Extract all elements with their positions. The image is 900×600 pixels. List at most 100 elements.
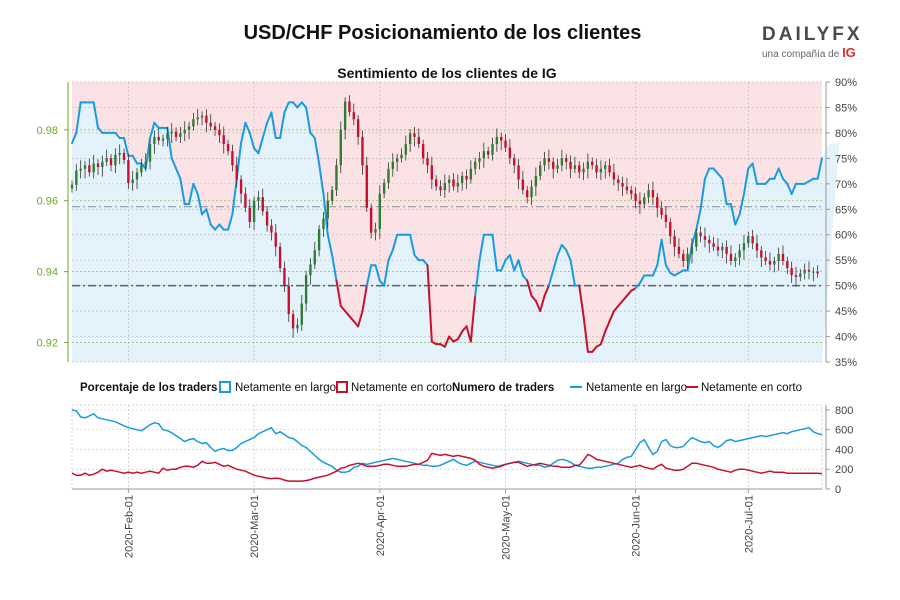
pct-long-segment — [751, 162, 758, 185]
pct-tick-label: 60% — [835, 230, 857, 242]
pct-tick-label: 40% — [835, 332, 857, 344]
candle-body — [413, 133, 416, 137]
candle-body — [712, 243, 715, 247]
pct-long-segment — [478, 233, 485, 262]
candle-body — [460, 175, 464, 184]
candle-body — [708, 239, 711, 244]
bottom-frame — [71, 404, 823, 490]
candle-body — [664, 214, 668, 222]
pct-tick-label: 80% — [835, 128, 857, 140]
candle-body — [248, 207, 251, 222]
pct-long-segment — [664, 264, 672, 274]
pct-long-segment — [513, 259, 520, 272]
pct-long-segment — [552, 254, 559, 272]
candle-body — [222, 135, 225, 145]
candle-body — [187, 126, 191, 130]
logo-wordmark: DAILYFX — [762, 24, 863, 45]
candle-body — [183, 129, 186, 134]
candle-body — [131, 179, 134, 184]
candle-body — [599, 168, 603, 173]
candle-body — [803, 269, 806, 274]
candle-body — [88, 165, 91, 173]
pct-long-segment — [348, 315, 355, 323]
candle-body — [166, 133, 169, 139]
candle-body — [278, 246, 282, 269]
candle-body — [244, 193, 247, 208]
pct-long-segment — [612, 305, 620, 313]
pct-long-segment — [729, 203, 737, 226]
pct-long-segment — [721, 177, 728, 206]
pct-long-segment — [543, 284, 550, 297]
candle-body — [209, 122, 212, 127]
candle-body — [751, 236, 754, 244]
candle-body — [794, 275, 798, 277]
date-tick-label: 2020-May-01 — [501, 495, 513, 560]
candle-body — [179, 133, 182, 137]
candle-body — [690, 246, 694, 254]
candle-body — [660, 207, 663, 215]
pct-long-segment — [534, 299, 542, 313]
candle-body — [547, 158, 551, 162]
candle-body — [747, 236, 750, 244]
pct-long-segment — [547, 269, 555, 287]
pct-tick-label: 35% — [835, 357, 857, 369]
candle-body — [118, 152, 121, 155]
candle-body — [725, 246, 728, 254]
count-long-line — [71, 409, 823, 473]
candle-body — [556, 165, 559, 169]
pct-long-segment — [591, 345, 598, 353]
candle-body — [313, 250, 316, 265]
candle-body — [617, 179, 620, 184]
count-tick-label: 200 — [835, 464, 853, 476]
pct-long-segment — [296, 101, 303, 109]
candle-body — [434, 179, 438, 187]
candle-body — [92, 163, 95, 173]
pct-long-segment — [560, 243, 568, 251]
candle-body — [578, 165, 581, 173]
pct-long-segment — [443, 335, 451, 348]
pct-tick-label: 65% — [835, 204, 857, 216]
candle-body — [504, 140, 507, 148]
candle-body — [356, 119, 360, 137]
price-tick-label: 0.98 — [37, 125, 58, 137]
pct-long-segment — [300, 101, 308, 109]
pct-long-segment — [170, 157, 178, 170]
pct-long-segment — [786, 182, 793, 195]
candle-body — [326, 200, 329, 219]
candle-body — [352, 112, 355, 120]
pct-long-segment — [695, 208, 702, 231]
count-tick-label: 0 — [835, 484, 841, 496]
pct-tick-label: 50% — [835, 281, 857, 293]
pct-long-segment — [625, 289, 633, 297]
candle-body — [682, 253, 685, 261]
top-panel: 0.98 0.96 0.94 0.92 90% 85% 80% 75% 70% 65% 60% 55%… — [37, 77, 858, 369]
candle-body — [300, 303, 303, 325]
pct-long-segment — [153, 121, 160, 129]
pct-long-segment — [413, 254, 420, 262]
pct-tick-label: 85% — [835, 102, 857, 114]
chart-title: USD/CHF Posicionamiento de los clientes — [243, 22, 642, 44]
pct-long-segment — [426, 264, 433, 343]
candle-body — [70, 184, 74, 189]
pct-long-segment — [97, 126, 104, 134]
candle-body — [400, 154, 403, 159]
count-short-line — [71, 452, 823, 482]
pct-long-segment — [500, 259, 507, 272]
candle-body — [526, 190, 529, 198]
candle-body — [391, 161, 395, 169]
pct-long-segment — [374, 264, 381, 282]
pct-long-segment — [617, 299, 624, 307]
pct-tick-label: 55% — [835, 255, 857, 267]
date-tick-label: 2020-Mar-01 — [249, 495, 261, 558]
pct-long-segment — [656, 238, 663, 267]
pct-long-segment — [699, 177, 706, 211]
candle-body — [608, 165, 611, 173]
legend-short-label-2: Netamente en corto — [701, 382, 802, 394]
candle-body — [439, 186, 442, 191]
candle-body — [447, 179, 451, 184]
pct-long-segment — [742, 167, 750, 195]
candle-body — [621, 183, 624, 187]
candle-body — [552, 161, 555, 169]
pct-long-segment — [565, 249, 572, 262]
pct-long-segment — [361, 284, 368, 313]
